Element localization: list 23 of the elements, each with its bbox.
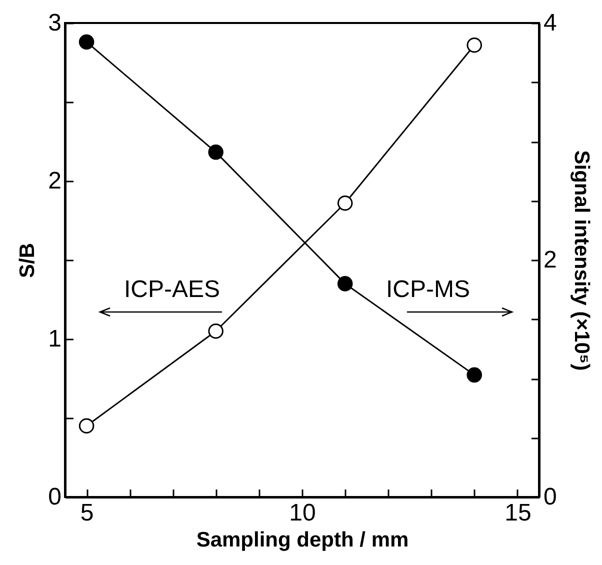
point — [208, 323, 224, 339]
y2-tick-label: 4 — [544, 10, 557, 36]
y2-tick-label: 0 — [544, 484, 557, 510]
point — [466, 367, 482, 383]
point — [466, 37, 482, 53]
point — [337, 195, 353, 211]
y-tick-label: 0 — [48, 484, 62, 510]
point — [78, 34, 94, 50]
y-tick-label: 1 — [48, 326, 62, 352]
x-tick-label: 15 — [504, 500, 532, 526]
series-label: ICP-MS — [386, 276, 470, 303]
y-tick-label: 2 — [48, 168, 62, 194]
y-axis-title: S/B — [16, 242, 40, 278]
y2-tick-label: 2 — [544, 246, 557, 274]
point — [337, 276, 353, 292]
y2-axis-title: Signal intensity (×10⁵) — [570, 150, 593, 371]
x-tick-label: 10 — [289, 500, 316, 526]
series-label: ICP-AES — [124, 276, 220, 303]
point — [78, 418, 94, 434]
y-tick-label: 3 — [48, 10, 62, 36]
x-axis-title: Sampling depth / mm — [196, 528, 409, 552]
point — [208, 144, 224, 160]
x-tick-label: 5 — [80, 500, 94, 526]
